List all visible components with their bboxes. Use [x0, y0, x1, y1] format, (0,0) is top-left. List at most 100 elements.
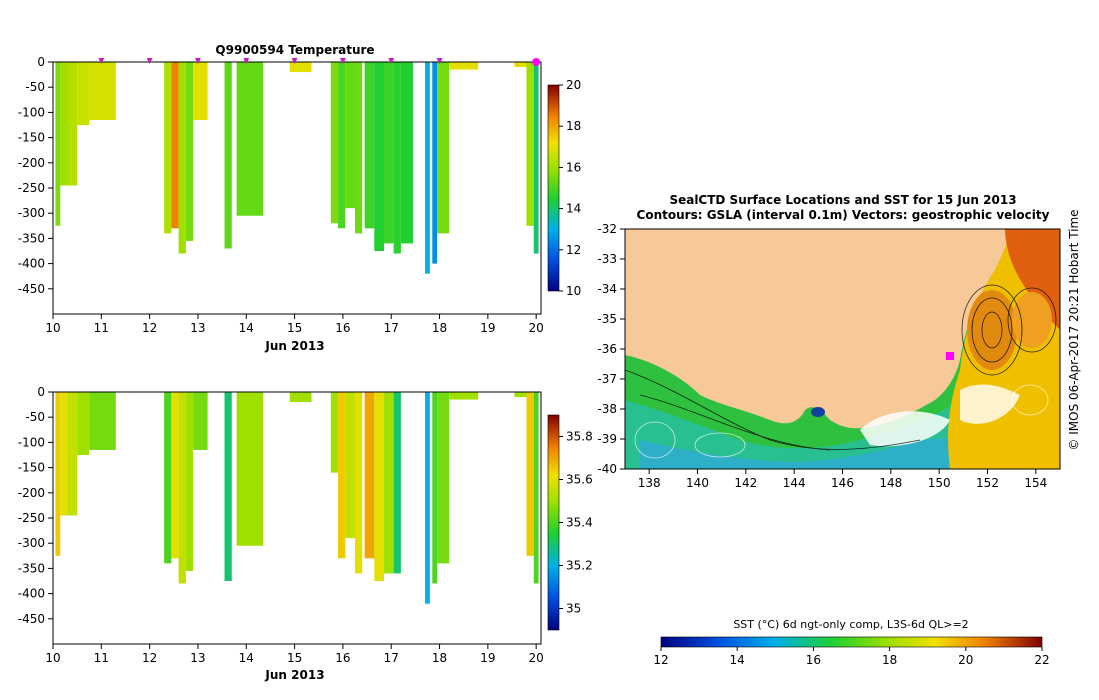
xtick-label: 19 — [480, 651, 495, 665]
colorbar-tick-label: 35.4 — [566, 516, 593, 530]
temperature-axes-frame — [52, 61, 542, 315]
profile-0-4 — [89, 62, 116, 120]
ytick-label: -150 — [18, 131, 45, 145]
salinity-axes: 10 11 12 13 14 15 16 17 18 19 20 0 -50 -100 -150 -200 -2… — [18, 385, 544, 665]
temperature-title: Q9900594 Temperature — [215, 43, 374, 57]
sst-colorbar-tick-label: 18 — [882, 653, 897, 667]
ytick-label: -250 — [18, 181, 45, 195]
profile-1-21 — [425, 392, 430, 604]
profile-0-10 — [224, 62, 232, 249]
colorbar-tick-label: 20 — [566, 78, 581, 92]
profile-0-18 — [374, 62, 384, 251]
warm-eddy-2 — [1012, 292, 1052, 348]
ytick-label: -200 — [18, 486, 45, 500]
profile-1-7 — [178, 392, 186, 584]
xtick-label: 16 — [335, 651, 350, 665]
sst-map-panel: SealCTD Surface Locations and SST for 15… — [597, 193, 1081, 667]
map-title-line2: Contours: GSLA (interval 0.1m) Vectors: … — [637, 208, 1050, 222]
salinity-axes-frame — [52, 391, 542, 645]
profile-1-17 — [364, 392, 375, 559]
map-ytick-label: -32 — [597, 222, 617, 236]
profile-0-23 — [432, 62, 438, 264]
xtick-label: 11 — [94, 651, 109, 665]
sst-map-field — [625, 229, 1060, 469]
profile-0-1 — [60, 62, 68, 186]
profile-1-9 — [193, 392, 208, 450]
sst-colorbar-ticks: 12 14 16 18 20 22 — [653, 647, 1050, 667]
xtick-label: 14 — [239, 321, 254, 335]
profile-marker — [243, 58, 250, 64]
xtick-label: 10 — [45, 651, 60, 665]
map-xtick-label: 138 — [638, 476, 661, 490]
profile-1-26 — [526, 392, 534, 556]
profile-0-3 — [77, 62, 90, 125]
gsla-contours — [625, 284, 1057, 451]
profile-1-14 — [338, 392, 346, 559]
gsla-contours-negative — [634, 384, 1049, 459]
profile-0-20 — [393, 62, 401, 254]
xtick-label: 20 — [529, 321, 544, 335]
profile-marker — [339, 58, 346, 64]
map-xtick-label: 154 — [1024, 476, 1047, 490]
profile-0-27 — [526, 62, 534, 226]
profile-1-23 — [437, 392, 450, 564]
profile-0-22 — [425, 62, 430, 274]
ytick-label: -250 — [18, 511, 45, 525]
profile-1-24 — [449, 392, 479, 400]
temperature-axes: 10 11 12 13 14 15 16 17 18 19 20 0 -50 -100 -150 -200 -2… — [18, 55, 544, 335]
profile-0-0 — [55, 62, 61, 226]
warm-eddy — [967, 290, 1017, 370]
ytick-label: -450 — [18, 282, 45, 296]
sst-colorbar-tick-label: 12 — [653, 653, 668, 667]
profile-1-27 — [533, 392, 539, 584]
colorbar-tick-label: 35 — [566, 602, 581, 616]
colorbar-tick-label: 18 — [566, 119, 581, 133]
profile-0-19 — [383, 62, 394, 244]
salinity-colorbar-ticks: 35 35.2 35.4 35.6 35.8 — [559, 430, 593, 616]
profile-1-8 — [185, 392, 194, 571]
profile-0-2 — [67, 62, 78, 186]
profile-0-16 — [354, 62, 363, 234]
profile-1-11 — [236, 392, 264, 546]
xtick-label: 13 — [190, 321, 205, 335]
map-xtick-label: 152 — [976, 476, 999, 490]
profile-1-4 — [89, 392, 116, 450]
ytick-label: -200 — [18, 156, 45, 170]
profile-marker — [194, 58, 201, 64]
colorbar-tick-label: 35.8 — [566, 430, 593, 444]
profile-0-12 — [289, 62, 312, 73]
map-xtick-label: 144 — [783, 476, 806, 490]
cloud-gap-2 — [960, 384, 1020, 424]
map-ytick-label: -40 — [597, 462, 617, 476]
xtick-label: 17 — [384, 651, 399, 665]
xtick-label: 18 — [432, 321, 447, 335]
profile-0-17 — [364, 62, 375, 229]
xtick-label: 14 — [239, 651, 254, 665]
ytick-label: -100 — [18, 435, 45, 449]
cloud-gap — [860, 411, 950, 447]
map-xtick-label: 150 — [928, 476, 951, 490]
imos-credit: © IMOS 06-Apr-2017 20:21 Hobart Time — [1067, 209, 1081, 450]
map-ytick-label: -34 — [597, 282, 617, 296]
profile-0-7 — [178, 62, 186, 254]
ytick-label: -100 — [18, 105, 45, 119]
profile-0-9 — [193, 62, 208, 120]
temperature-colorbar-ticks: 10 12 14 16 18 20 — [559, 78, 581, 298]
temperature-panel: Q9900594 Temperature 10 11 12 13 14 15 16 17 18 1… — [18, 43, 582, 353]
ytick-label: -150 — [18, 461, 45, 475]
xtick-label: 12 — [142, 651, 157, 665]
ytick-label: -350 — [18, 561, 45, 575]
map-title-line1: SealCTD Surface Locations and SST for 15… — [669, 193, 1016, 207]
profile-marker — [98, 58, 105, 64]
xtick-label: 10 — [45, 321, 60, 335]
profile-1-25 — [514, 392, 527, 398]
ytick-label: -350 — [18, 231, 45, 245]
profile-0-13 — [330, 62, 339, 224]
salinity-xlabel: Jun 2013 — [264, 668, 324, 682]
map-ytick-label: -37 — [597, 372, 617, 386]
profile-1-16 — [354, 392, 363, 574]
ytick-label: -300 — [18, 206, 45, 220]
ytick-label: -450 — [18, 612, 45, 626]
xtick-label: 15 — [287, 321, 302, 335]
ytick-label: 0 — [37, 385, 45, 399]
